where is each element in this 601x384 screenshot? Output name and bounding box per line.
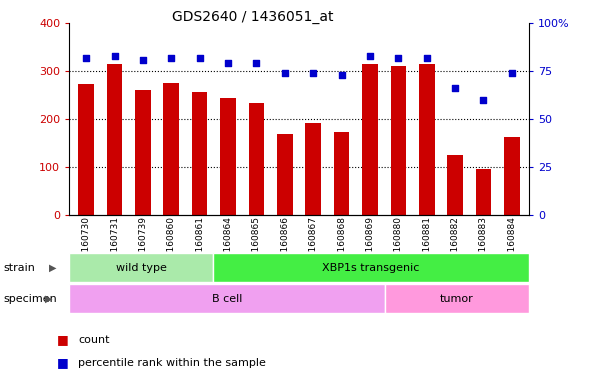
Bar (277, 134, 293, 215)
Text: strain: strain (3, 263, 35, 273)
Point (365, 53, 375, 59)
Bar (362, 64, 378, 215)
Bar (334, 131, 349, 215)
Point (422, 55, 432, 61)
Bar (163, 83, 179, 215)
Bar (220, 98, 236, 215)
Bar (135, 90, 151, 215)
Point (478, 97, 488, 103)
Text: ▶: ▶ (49, 263, 56, 273)
Text: ▶: ▶ (45, 293, 52, 304)
Bar (419, 64, 435, 215)
Point (138, 56, 148, 63)
Point (166, 55, 176, 61)
Point (308, 70, 318, 76)
Bar (391, 66, 406, 215)
Text: GDS2640 / 1436051_at: GDS2640 / 1436051_at (172, 10, 333, 23)
Point (223, 60, 233, 66)
Point (81, 55, 91, 61)
Text: specimen: specimen (3, 293, 56, 304)
Text: XBP1s transgenic: XBP1s transgenic (322, 263, 419, 273)
Point (252, 60, 261, 66)
Bar (69, 284, 385, 313)
Point (450, 85, 460, 91)
Point (394, 55, 403, 61)
Text: tumor: tumor (440, 293, 474, 304)
Bar (107, 64, 123, 215)
Bar (249, 103, 264, 215)
Text: ■: ■ (57, 356, 69, 369)
Text: wild type: wild type (115, 263, 166, 273)
Text: count: count (78, 335, 109, 345)
Text: B cell: B cell (212, 293, 242, 304)
Text: ■: ■ (57, 333, 69, 346)
Point (507, 70, 517, 76)
Bar (305, 123, 321, 215)
Bar (447, 155, 463, 215)
Text: percentile rank within the sample: percentile rank within the sample (78, 358, 266, 368)
Point (195, 55, 204, 61)
Bar (475, 169, 491, 215)
Bar (504, 137, 520, 215)
Point (110, 53, 120, 59)
Bar (78, 84, 94, 215)
Point (280, 70, 290, 76)
Bar (385, 284, 529, 313)
Bar (192, 92, 207, 215)
Point (337, 72, 346, 78)
Bar (69, 253, 213, 282)
Bar (213, 253, 529, 282)
